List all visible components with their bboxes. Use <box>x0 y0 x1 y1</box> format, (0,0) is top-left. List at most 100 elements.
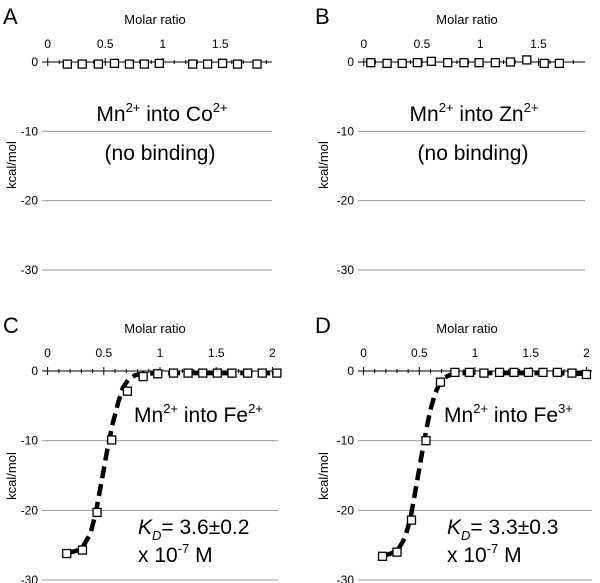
x-tick-label: 0 <box>44 346 51 360</box>
data-point <box>421 436 431 446</box>
x-axis-title: Molar ratio <box>436 12 497 27</box>
annotation-mn: Mn <box>444 404 473 427</box>
annotation-into: into Fe <box>178 404 248 427</box>
y-tick-label: 0 <box>347 364 354 378</box>
data-point <box>567 368 577 378</box>
annotation-ion-pair: Mn2+ into Fe3+ <box>444 401 573 427</box>
data-point <box>109 58 120 69</box>
x-tick-label: 0.5 <box>97 37 114 51</box>
y-tick-label: -30 <box>21 263 39 277</box>
annotation-mn: Mn <box>410 103 439 126</box>
annotation-ion-pair: Mn2+ into Zn2+ <box>410 100 539 126</box>
y-tick-label: -20 <box>21 194 39 208</box>
y-axis-title: kcal/mol <box>316 452 331 500</box>
annotation-charge: 2+ <box>126 100 141 115</box>
data-point <box>426 56 436 66</box>
data-point <box>122 386 133 396</box>
data-point <box>107 435 117 445</box>
annotation-kd-units: x 10-7 M <box>138 541 213 567</box>
annotation-ion-pair: Mn2+ into Co2+ <box>96 100 227 126</box>
annotation-kd-units: x 10-7 M <box>447 541 522 567</box>
kd-symbol: K <box>447 516 462 539</box>
x-axis-title: Molar ratio <box>124 12 185 27</box>
data-point <box>539 58 549 69</box>
data-point <box>257 368 267 378</box>
data-point <box>581 369 592 380</box>
y-tick-label: -30 <box>337 573 355 583</box>
x-tick-label: 1.5 <box>208 346 225 360</box>
data-point <box>509 367 519 378</box>
data-point <box>212 368 222 378</box>
data-point <box>198 368 208 378</box>
kd-subscript: D <box>152 528 161 543</box>
y-tick-label: 0 <box>31 55 38 69</box>
data-point <box>92 507 102 518</box>
data-point <box>139 59 150 69</box>
panel-c: C Molar ratio kcal/mol 0 -10 -20 -30 0 0.5 1 1.… <box>3 313 282 583</box>
data-point <box>227 368 237 378</box>
data-point <box>505 57 516 67</box>
plot-area: 0 -10 -20 -30 0 0.5 1 1.5 <box>21 37 272 277</box>
annotation-charge: 2+ <box>248 401 263 416</box>
y-tick-label: -10 <box>337 124 355 138</box>
data-point <box>77 545 88 555</box>
x-axis-title: Molar ratio <box>436 321 497 336</box>
data-point <box>153 369 163 379</box>
data-point <box>77 59 87 69</box>
plot-area: 0 -10 -20 -30 0 0.5 1 1.5 2 <box>21 346 282 583</box>
x-tick-label: 0.5 <box>411 346 428 360</box>
y-tick-label: -30 <box>337 263 355 277</box>
x-tick-label: 1.5 <box>522 346 539 360</box>
kd-multiplier: x 10 <box>447 544 487 567</box>
kd-symbol: K <box>138 516 153 539</box>
y-tick-label: -20 <box>337 194 355 208</box>
y-tick-label: -10 <box>21 124 39 138</box>
data-point <box>490 58 501 68</box>
plot-area: 0 -10 -20 -30 0 0.5 1 1.5 <box>337 37 585 277</box>
x-tick-label: 0 <box>44 37 51 51</box>
panel-label: D <box>315 313 331 338</box>
annotation-no-binding: (no binding) <box>105 142 216 165</box>
annotation-charge: 2+ <box>524 100 539 115</box>
annotation-into: into Co <box>140 103 212 126</box>
data-point <box>183 368 193 378</box>
panel-a: A Molar ratio kcal/mol 0 -10 -20 -30 0 0.5 1 1.… <box>3 4 272 277</box>
data-point <box>243 368 253 378</box>
annotation-into: into Zn <box>454 103 524 126</box>
y-tick-label: -10 <box>21 434 39 448</box>
x-tick-label: 2 <box>269 346 276 360</box>
x-tick-label: 1 <box>157 346 164 360</box>
data-point <box>138 371 148 382</box>
x-tick-label: 1.5 <box>212 37 229 51</box>
data-point <box>397 58 407 69</box>
data-point <box>366 58 376 68</box>
data-point <box>523 367 534 378</box>
data-point <box>450 367 460 378</box>
data-point <box>252 59 262 69</box>
x-tick-label: 0 <box>360 37 367 51</box>
y-tick-label: -30 <box>21 573 39 583</box>
annotation-mn: Mn <box>134 404 163 427</box>
annotation-no-binding: (no binding) <box>418 142 529 165</box>
data-point <box>474 58 484 68</box>
data-point <box>406 515 417 525</box>
kd-exponent: -7 <box>178 541 190 556</box>
panel-label: A <box>3 4 18 29</box>
panel-label: B <box>315 4 330 29</box>
data-point <box>232 59 243 69</box>
annotation-mn: Mn <box>96 103 125 126</box>
data-point <box>412 58 423 68</box>
y-axis-title: kcal/mol <box>4 141 19 189</box>
annotation-kd: KD= 3.6±0.2 <box>138 516 249 543</box>
x-tick-label: 1.5 <box>530 37 547 51</box>
annotation-into: into Fe <box>488 404 558 427</box>
y-tick-label: 0 <box>347 55 354 69</box>
annotation-charge: 3+ <box>558 401 573 416</box>
y-axis-title: kcal/mol <box>4 452 19 500</box>
x-tick-label: 1 <box>159 37 166 51</box>
kd-multiplier: x 10 <box>138 544 178 567</box>
data-point <box>124 59 135 69</box>
x-tick-label: 2 <box>583 346 590 360</box>
data-point <box>377 551 388 561</box>
y-tick-label: -20 <box>337 503 355 517</box>
